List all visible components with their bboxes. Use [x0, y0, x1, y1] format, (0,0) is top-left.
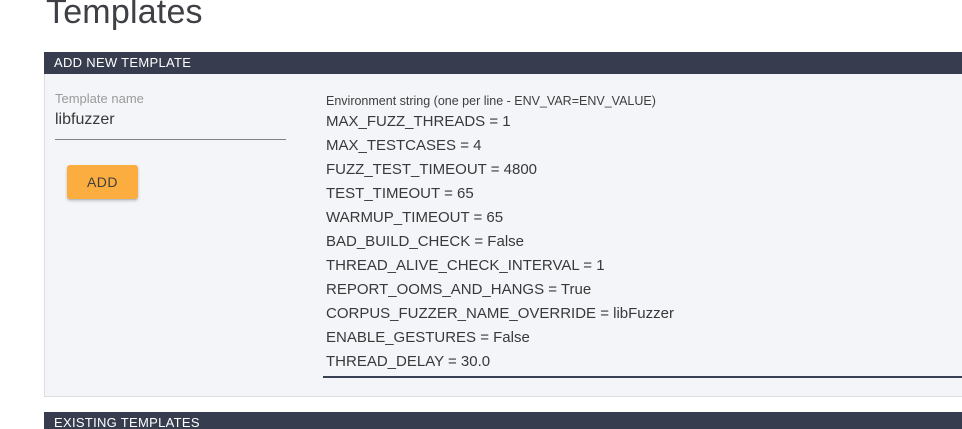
environment-string-focus-underline [323, 376, 962, 378]
add-template-form-panel: Template name ADD Environment string (on… [44, 74, 962, 397]
template-name-underline [55, 139, 286, 140]
environment-string-label: Environment string (one per line - ENV_V… [326, 94, 656, 108]
page-title: Templates [46, 0, 203, 31]
add-button[interactable]: ADD [67, 165, 138, 199]
existing-templates-header: EXISTING TEMPLATES [44, 412, 962, 429]
add-new-template-header: ADD NEW TEMPLATE [44, 52, 962, 74]
template-name-input[interactable] [55, 108, 286, 132]
environment-string-textarea[interactable]: MAX_FUZZ_THREADS = 1 MAX_TESTCASES = 4 F… [326, 113, 674, 370]
existing-templates-section: EXISTING TEMPLATES [44, 412, 962, 429]
template-name-label: Template name [55, 91, 144, 106]
add-new-template-section: ADD NEW TEMPLATE Template name ADD Envir… [44, 52, 962, 397]
